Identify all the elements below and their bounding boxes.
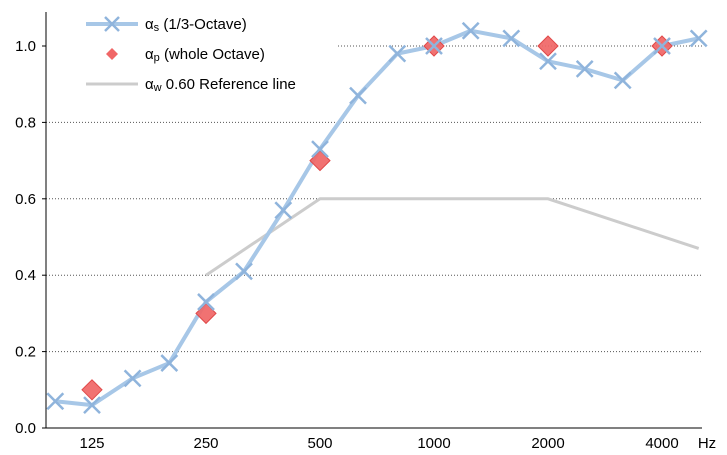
y-tick-label-5: 1.0 — [15, 38, 36, 55]
third-octave-point-4 — [197, 293, 215, 311]
axes — [42, 12, 702, 429]
third-octave-point-7 — [311, 140, 329, 159]
x-tick-label-5: 4000 — [645, 435, 678, 452]
third-octave-point-17 — [689, 29, 708, 48]
y-tick-label-0: 0.0 — [15, 420, 36, 437]
legend-swatch-whole-octave — [106, 48, 118, 60]
third-octave-point-5 — [235, 262, 253, 281]
third-octave-point-10 — [425, 37, 443, 55]
whole-octave-point-0 — [81, 379, 103, 401]
series-third-octave-line — [55, 28, 700, 408]
x-tick-label-0: 125 — [79, 435, 104, 452]
x-tick-label-1: 250 — [193, 435, 218, 452]
legend-label-0: αs (1/3-Octave) — [145, 16, 247, 34]
third-octave-point-8 — [349, 86, 367, 105]
x-axis-unit-label: Hz — [698, 435, 716, 452]
y-tick-labels: 0.0 0.2 0.4 0.6 0.8 1.0 — [15, 38, 36, 437]
legend-label-2: αw 0.60 Reference line — [145, 76, 296, 94]
legend: αs (1/3-Octave) αp (whole Octave) αw 0.60 … — [86, 16, 296, 94]
x-tick-labels: 125 250 500 1000 2000 4000 — [79, 435, 678, 452]
grid-lines — [46, 45, 702, 353]
y-tick-label-1: 0.2 — [15, 344, 36, 361]
third-octave-point-0 — [46, 392, 65, 411]
series-reference-line — [205, 197, 700, 277]
third-octave-point-3 — [160, 354, 179, 372]
legend-label-1: αp (whole Octave) — [145, 46, 265, 64]
third-octave-point-12 — [502, 29, 521, 48]
third-octave-point-15 — [613, 71, 632, 90]
third-octave-point-2 — [123, 369, 142, 388]
third-octave-point-16 — [653, 37, 671, 55]
third-octave-point-1 — [83, 396, 101, 414]
y-tick-label-3: 0.6 — [15, 191, 36, 208]
third-octave-point-11 — [461, 21, 480, 40]
third-octave-point-14 — [575, 60, 594, 78]
whole-octave-point-4 — [537, 35, 559, 57]
third-octave-point-9 — [388, 44, 407, 63]
third-octave-point-13 — [539, 52, 557, 71]
y-tick-label-2: 0.4 — [15, 267, 36, 284]
series-layer — [46, 21, 708, 414]
legend-swatch-third-octave-marker — [104, 16, 120, 32]
third-octave-point-6 — [274, 201, 293, 220]
x-tick-label-2: 500 — [307, 435, 332, 452]
y-tick-label-4: 0.8 — [15, 114, 36, 131]
x-tick-label-4: 2000 — [531, 435, 564, 452]
x-tick-label-3: 1000 — [417, 435, 450, 452]
